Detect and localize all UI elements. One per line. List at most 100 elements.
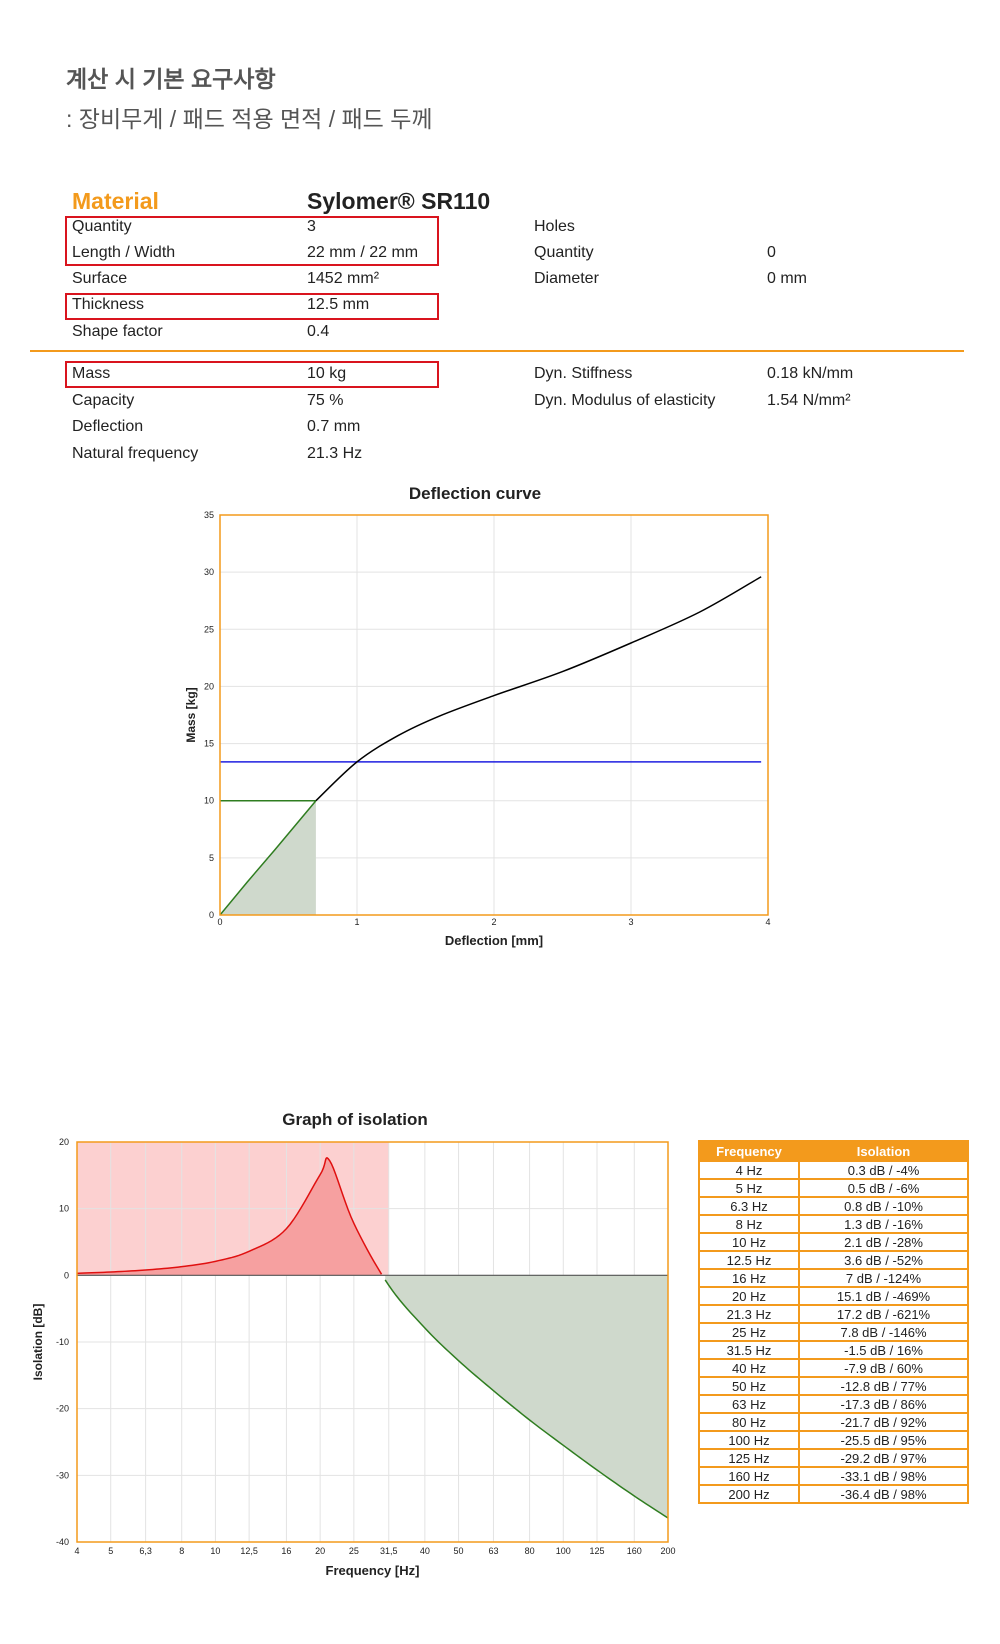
holes-value-diameter: 0 mm (767, 270, 807, 287)
x-tick-label: 4 (765, 917, 770, 927)
header-frequency: Frequency (698, 1140, 800, 1162)
isolation-chart-title: Graph of isolation (282, 1110, 428, 1129)
y-tick-label: -10 (56, 1337, 69, 1347)
result-value-mass: 10 kg (307, 365, 347, 382)
spec-label-quantity: Quantity (72, 218, 132, 235)
isolation-cell: 7.8 dB / -146% (798, 1322, 969, 1342)
result-value-natural-frequency: 21.3 Hz (307, 445, 363, 462)
spec-label-thickness: Thickness (72, 296, 145, 313)
isolation-cell: 15.1 dB / -469% (798, 1286, 969, 1306)
deflection-chart: 0 1 2 3 4 0 5 10 15 20 25 30 35 Deflection [mm] Mass [… (184, 510, 771, 948)
isolation-cell: -1.5 dB / 16% (798, 1340, 969, 1360)
table-row: 160 Hz -33.1 dB / 98% (698, 1466, 969, 1486)
highlight-box-thickness (65, 293, 439, 320)
holes-label-diameter: Diameter (534, 270, 599, 287)
x-tick-label: 3 (628, 917, 633, 927)
frequency-cell: 12.5 Hz (698, 1250, 800, 1270)
frequency-cell: 50 Hz (698, 1376, 800, 1396)
plot-frame (219, 514, 769, 916)
frequency-cell: 5 Hz (698, 1178, 800, 1198)
frequency-cell: 200 Hz (698, 1484, 800, 1504)
x-tick-label: 6,3 (139, 1546, 152, 1556)
result-value-capacity: 75 % (307, 392, 344, 409)
page-subtitle: : 장비무게 / 패드 적용 면적 / 패드 두께 (66, 106, 433, 132)
isolation-curve-line (384, 1279, 669, 1519)
result-value-dyn-stiffness: 0.18 kN/mm (767, 365, 854, 382)
x-tick-label: 63 (488, 1546, 498, 1556)
table-row: 20 Hz 15.1 dB / -469% (698, 1286, 969, 1306)
table-row: 10 Hz 2.1 dB / -28% (698, 1232, 969, 1252)
x-tick-label: 25 (349, 1546, 359, 1556)
x-tick-label: 100 (556, 1546, 571, 1556)
frequency-cell: 160 Hz (698, 1466, 800, 1486)
result-label-mass: Mass (72, 365, 111, 382)
y-tick-label: 20 (59, 1137, 69, 1147)
table-row: 125 Hz -29.2 dB / 97% (698, 1448, 969, 1468)
table-row: 80 Hz -21.7 dB / 92% (698, 1412, 969, 1432)
spec-label-shape-factor: Shape factor (72, 323, 163, 340)
frequency-cell: 63 Hz (698, 1394, 800, 1414)
holes-value-quantity: 0 (767, 244, 776, 261)
isolation-cell: -17.3 dB / 86% (798, 1394, 969, 1414)
x-tick-label: 31,5 (380, 1546, 398, 1556)
isolation-cell: -12.8 dB / 77% (798, 1376, 969, 1396)
result-label-natural-frequency: Natural frequency (72, 445, 199, 462)
frequency-cell: 25 Hz (698, 1322, 800, 1342)
plot-frame (76, 1141, 669, 1543)
result-label-dyn-stiffness: Dyn. Stiffness (534, 365, 633, 382)
result-value-deflection: 0.7 mm (307, 418, 361, 435)
frequency-cell: 100 Hz (698, 1430, 800, 1450)
x-tick-label: 40 (420, 1546, 430, 1556)
y-tick-label: -20 (56, 1404, 69, 1414)
x-tick-label: 8 (179, 1546, 184, 1556)
spec-value-surface: 1452 mm² (307, 270, 380, 287)
y-tick-label: 0 (209, 910, 214, 920)
y-tick-label: 5 (209, 853, 214, 863)
x-tick-label: 5 (108, 1546, 113, 1556)
result-label-dyn-modulus: Dyn. Modulus of elasticity (534, 392, 716, 409)
isolation-cell: -21.7 dB / 92% (798, 1412, 969, 1432)
isolation-cell: -25.5 dB / 95% (798, 1430, 969, 1450)
y-tick-label: 10 (204, 796, 214, 806)
y-tick-label: 0 (64, 1270, 69, 1280)
spec-label-surface: Surface (72, 270, 128, 287)
x-tick-label: 160 (627, 1546, 642, 1556)
amplification-area-fill (77, 1157, 382, 1276)
x-tick-label: 4 (74, 1546, 79, 1556)
deflection-curve-line (315, 576, 762, 802)
table-row: 31.5 Hz -1.5 dB / 16% (698, 1340, 969, 1360)
table-row: 100 Hz -25.5 dB / 95% (698, 1430, 969, 1450)
operating-curve-segment (219, 800, 317, 916)
table-row: 25 Hz 7.8 dB / -146% (698, 1322, 969, 1342)
frequency-cell: 125 Hz (698, 1448, 800, 1468)
table-row: 40 Hz -7.9 dB / 60% (698, 1358, 969, 1378)
x-tick-label: 2 (491, 917, 496, 927)
frequency-cell: 6.3 Hz (698, 1196, 800, 1216)
isolation-cell: 2.1 dB / -28% (798, 1232, 969, 1252)
deflection-chart-title: Deflection curve (408, 484, 542, 503)
table-row: 21.3 Hz 17.2 dB / -621% (698, 1304, 969, 1324)
highlight-box-mass (65, 361, 439, 388)
result-value-dyn-modulus: 1.54 N/mm² (767, 392, 851, 409)
page-title: 계산 시 기본 요구사항 (66, 66, 276, 92)
material-name: Sylomer® SR110 (307, 188, 491, 214)
table-row: 6.3 Hz 0.8 dB / -10% (698, 1196, 969, 1216)
isolation-chart: 4 5 6,3 8 10 12,5 16 20 25 31,5 40 50 63 80 100 125 160 2… (31, 1137, 676, 1578)
table-row: 50 Hz -12.8 dB / 77% (698, 1376, 969, 1396)
isolation-cell: 17.2 dB / -621% (798, 1304, 969, 1324)
y-tick-label: -40 (56, 1537, 69, 1547)
y-tick-label: 15 (204, 739, 214, 749)
amplification-curve-line (76, 1157, 383, 1275)
holes-label-quantity: Quantity (534, 244, 594, 261)
y-tick-label: 35 (204, 510, 214, 520)
x-axis-label: Frequency [Hz] (326, 1563, 420, 1578)
isolation-table: Frequency Isolation 4 Hz 0.3 dB / -4% 5 Hz… (698, 1140, 969, 1504)
table-row: 8 Hz 1.3 dB / -16% (698, 1214, 969, 1234)
spec-value-shape-factor: 0.4 (307, 323, 330, 340)
isolation-cell: 3.6 dB / -52% (798, 1250, 969, 1270)
frequency-cell: 8 Hz (698, 1214, 800, 1234)
table-row: 4 Hz 0.3 dB / -4% (698, 1160, 969, 1180)
x-tick-label: 12,5 (240, 1546, 258, 1556)
x-tick-label: 10 (210, 1546, 220, 1556)
x-tick-label: 20 (315, 1546, 325, 1556)
